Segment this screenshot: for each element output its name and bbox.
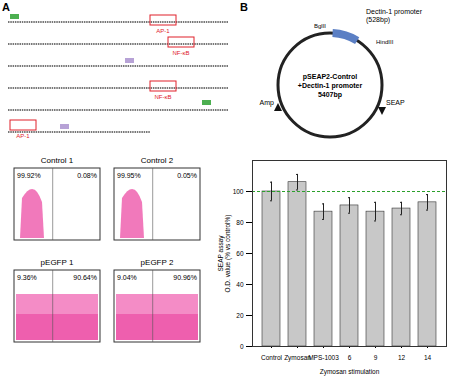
svg-text:20: 20 <box>236 312 244 319</box>
svg-text:HindIII: HindIII <box>376 39 394 45</box>
svg-text:pSEAP2-Control+Dectin-1 promot: pSEAP2-Control+Dectin-1 promoter5407bp <box>298 73 363 99</box>
svg-text:Control 1: Control 1 <box>41 156 74 165</box>
svg-text:Dectin-1 promoter(528bp): Dectin-1 promoter(528bp) <box>366 8 423 24</box>
svg-text:40: 40 <box>236 281 244 288</box>
svg-text:0.08%: 0.08% <box>77 172 97 179</box>
svg-text:Amp: Amp <box>260 99 275 107</box>
svg-text:60: 60 <box>236 250 244 257</box>
svg-text:90.64%: 90.64% <box>73 274 97 281</box>
svg-text:SEAP: SEAP <box>386 99 405 106</box>
svg-text:NF-κB: NF-κB <box>173 50 190 56</box>
svg-text:14: 14 <box>424 354 432 361</box>
svg-text:BglII: BglII <box>314 23 326 29</box>
svg-text:SEAP assayO.D. value (% vs con: SEAP assayO.D. value (% vs control%) <box>217 214 232 292</box>
svg-text:0.05%: 0.05% <box>177 172 197 179</box>
svg-text:AP-1: AP-1 <box>156 28 170 34</box>
svg-text:99.92%: 99.92% <box>17 172 41 179</box>
svg-text:9: 9 <box>374 354 378 361</box>
svg-text:pEGFP 2: pEGFP 2 <box>141 258 174 267</box>
svg-text:pEGFP 1: pEGFP 1 <box>41 258 74 267</box>
svg-text:AP-1: AP-1 <box>16 133 30 139</box>
svg-text:Control 2: Control 2 <box>141 156 174 165</box>
svg-text:0: 0 <box>240 343 244 350</box>
svg-text:99.95%: 99.95% <box>117 172 141 179</box>
svg-text:Control: Control <box>261 354 283 361</box>
svg-text:9.36%: 9.36% <box>17 274 37 281</box>
svg-text:9.04%: 9.04% <box>117 274 137 281</box>
svg-text:80: 80 <box>236 219 244 226</box>
svg-text:Zymosan: Zymosan <box>284 354 311 362</box>
svg-text:12: 12 <box>398 354 406 361</box>
svg-text:Zymosan stimulation: Zymosan stimulation <box>320 368 380 376</box>
svg-text:90.96%: 90.96% <box>173 274 197 281</box>
svg-text:6: 6 <box>348 354 352 361</box>
svg-text:NF-κB: NF-κB <box>155 94 172 100</box>
svg-text:B: B <box>240 1 248 13</box>
svg-text:A: A <box>2 1 10 13</box>
svg-text:100: 100 <box>233 188 244 195</box>
svg-text:MPS-1003: MPS-1003 <box>308 354 339 361</box>
